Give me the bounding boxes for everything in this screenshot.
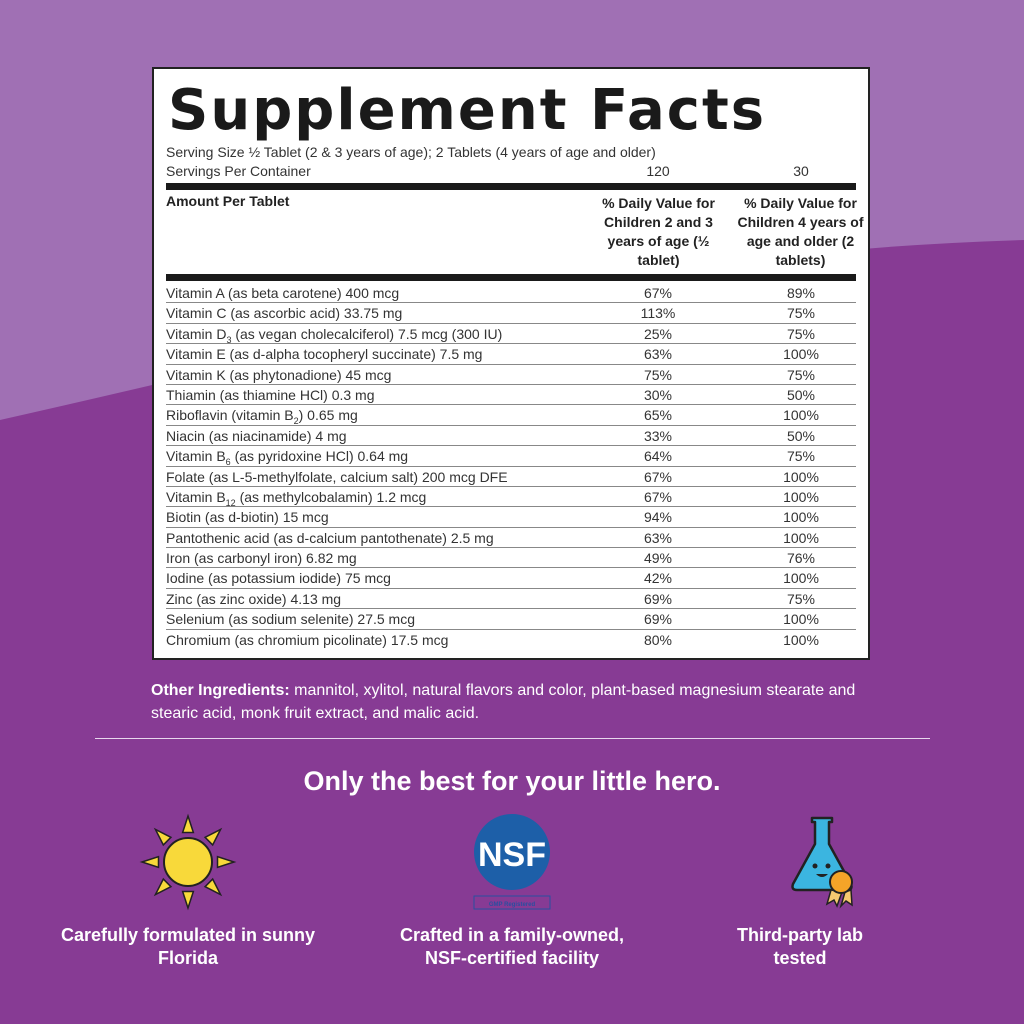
table-row: Thiamin (as thiamine HCl) 0.3 mg 30% 50% bbox=[166, 385, 856, 406]
nutrient-name: Chromium (as chromium picolinate) 17.5 m… bbox=[166, 631, 449, 648]
nsf-logo: NSF GMP Registered bbox=[473, 814, 551, 910]
dv-children-2-3: 42% bbox=[643, 570, 673, 587]
nutrient-name: Riboflavin (vitamin B2) 0.65 mg bbox=[166, 407, 358, 427]
dv-children-4-plus: 100% bbox=[783, 631, 819, 648]
nutrient-name: Vitamin K (as phytonadione) 45 mcg bbox=[166, 366, 392, 383]
dv-children-2-3: 25% bbox=[643, 325, 673, 342]
feature-lab-tested: Third-party lab tested bbox=[736, 925, 863, 968]
nutrient-name: Vitamin E (as d-alpha tocopheryl succina… bbox=[166, 346, 483, 363]
dv-children-2-3: 69% bbox=[643, 590, 673, 607]
nutrient-name: Pantothenic acid (as d-calcium pantothen… bbox=[166, 529, 494, 546]
dv-children-2-3: 113% bbox=[640, 305, 676, 322]
sun-ray bbox=[181, 890, 195, 911]
dv-children-4-plus: 100% bbox=[783, 529, 819, 546]
svg-text:GMP Registered: GMP Registered bbox=[489, 902, 536, 908]
nutrient-table: Vitamin A (as beta carotene) 400 mcg 67% 8… bbox=[166, 283, 856, 650]
feature-florida: Carefully formulated in sunny Florida bbox=[60, 925, 316, 968]
sun-ray bbox=[139, 855, 160, 869]
table-row: Chromium (as chromium picolinate) 17.5 m… bbox=[166, 630, 856, 650]
table-row: Vitamin B12 (as methylcobalamin) 1.2 mcg… bbox=[166, 487, 856, 508]
dv-children-4-plus: 100% bbox=[783, 346, 819, 363]
dv-children-2-3: 65% bbox=[643, 407, 673, 424]
dv-children-2-3: 63% bbox=[643, 346, 673, 363]
table-row: Selenium (as sodium selenite) 27.5 mcg 69… bbox=[166, 609, 856, 630]
dv-children-4-plus: 75% bbox=[786, 305, 816, 322]
table-row: Biotin (as d-biotin) 15 mcg 94% 100% bbox=[166, 507, 856, 528]
table-row: Niacin (as niacinamide) 4 mg 33% 50% bbox=[166, 426, 856, 447]
dv-children-4-plus: 100% bbox=[783, 570, 819, 587]
nutrient-name: Niacin (as niacinamide) 4 mg bbox=[166, 427, 347, 444]
nutrient-name: Selenium (as sodium selenite) 27.5 mcg bbox=[166, 611, 416, 628]
dv-children-4-plus: 75% bbox=[786, 325, 816, 342]
nutrient-name: Vitamin B6 (as pyridoxine HCl) 0.64 mg bbox=[166, 448, 409, 467]
table-row: Riboflavin (vitamin B2) 0.65 mg 65% 100% bbox=[166, 405, 856, 427]
table-row: Vitamin E (as d-alpha tocopheryl succina… bbox=[166, 344, 856, 365]
sun-ray bbox=[203, 827, 223, 847]
dv-children-4-plus: 100% bbox=[783, 488, 819, 505]
serving-size: Serving Size ½ Tablet (2 & 3 years of ag… bbox=[166, 144, 656, 160]
table-row: Vitamin B6 (as pyridoxine HCl) 0.64 mg 64… bbox=[166, 446, 856, 467]
dv-children-4-plus: 89% bbox=[786, 285, 816, 301]
sun-ray bbox=[181, 813, 195, 834]
dv-children-4-plus: 75% bbox=[786, 590, 816, 607]
nutrient-name: Zinc (as zinc oxide) 4.13 mg bbox=[166, 590, 342, 607]
svg-text:NSF: NSF bbox=[478, 836, 546, 874]
nutrient-name: Vitamin B12 (as methylcobalamin) 1.2 mcg bbox=[166, 488, 427, 508]
dv-children-4-plus: 76% bbox=[786, 550, 816, 567]
table-row: Iodine (as potassium iodide) 75 mcg 42% 10… bbox=[166, 568, 856, 589]
nutrient-name: Iodine (as potassium iodide) 75 mcg bbox=[166, 570, 391, 587]
dv-children-2-3: 49% bbox=[643, 550, 673, 567]
nutrient-name: Thiamin (as thiamine HCl) 0.3 mg bbox=[166, 386, 375, 403]
dv-children-2-3: 67% bbox=[643, 488, 673, 505]
supplement-facts-panel: Supplement Facts Serving Size ½ Tablet (… bbox=[152, 67, 870, 660]
nutrient-name: Vitamin C (as ascorbic acid) 33.75 mg bbox=[166, 305, 403, 322]
nutrient-name: Biotin (as d-biotin) 15 mcg bbox=[166, 509, 329, 526]
nutrient-name: Iron (as carbonyl iron) 6.82 mg bbox=[166, 550, 357, 567]
nutrient-name: Folate (as L-5-methylfolate, calcium sal… bbox=[166, 468, 508, 485]
table-row: Iron (as carbonyl iron) 6.82 mg 49% 76% bbox=[166, 548, 856, 569]
dv-children-4-plus: 50% bbox=[786, 427, 816, 444]
sun-ray bbox=[216, 855, 237, 869]
dv-children-2-3: 64% bbox=[643, 448, 673, 465]
dv-children-4-plus: 50% bbox=[786, 386, 816, 403]
table-row: Vitamin D3 (as vegan cholecalciferol) 7.… bbox=[166, 324, 856, 345]
table-row: Vitamin A (as beta carotene) 400 mcg 67% 8… bbox=[166, 283, 856, 304]
dv-children-2-3: 33% bbox=[643, 427, 673, 444]
nutrient-name: Vitamin D3 (as vegan cholecalciferol) 7.… bbox=[166, 325, 503, 345]
divider bbox=[166, 183, 856, 190]
panel-title: Supplement Facts bbox=[168, 78, 767, 143]
dv-children-2-3: 63% bbox=[643, 529, 673, 546]
sun-ray bbox=[153, 827, 173, 847]
dv-children-2-3: 67% bbox=[643, 468, 673, 485]
sun-ray bbox=[153, 877, 173, 897]
table-row: Zinc (as zinc oxide) 4.13 mg 69% 75% bbox=[166, 589, 856, 610]
servings-per-container: Servings Per Container 120 30 bbox=[166, 163, 809, 179]
divider bbox=[166, 274, 856, 281]
dv-children-4-plus: 75% bbox=[786, 366, 816, 383]
table-row: Pantothenic acid (as d-calcium pantothen… bbox=[166, 528, 856, 549]
table-header: Amount Per Tablet % Daily Value for Chil… bbox=[166, 193, 864, 268]
flask-icon bbox=[791, 816, 853, 909]
dv-children-4-plus: 100% bbox=[783, 611, 819, 628]
dv-children-2-3: 30% bbox=[643, 386, 673, 403]
dv-children-2-3: 80% bbox=[643, 631, 673, 648]
dv-children-2-3: 69% bbox=[643, 611, 673, 628]
sun-icon bbox=[139, 813, 237, 911]
dv-children-2-3: 94% bbox=[643, 509, 673, 526]
table-row: Vitamin K (as phytonadione) 45 mcg 75% 75% bbox=[166, 365, 856, 385]
dv-children-4-plus: 100% bbox=[783, 509, 819, 526]
dv-children-4-plus: 100% bbox=[783, 407, 819, 424]
dv-children-2-3: 75% bbox=[643, 366, 673, 383]
nutrient-name: Vitamin A (as beta carotene) 400 mcg bbox=[166, 285, 400, 301]
other-ingredients: Other Ingredients: mannitol, xylitol, na… bbox=[151, 682, 856, 722]
table-row: Folate (as L-5-methylfolate, calcium sal… bbox=[166, 467, 856, 487]
sun-ray bbox=[203, 877, 223, 897]
tagline: Only the best for your little hero. bbox=[303, 766, 721, 796]
dv-children-2-3: 67% bbox=[643, 285, 673, 301]
divider bbox=[95, 738, 930, 739]
dv-children-4-plus: 100% bbox=[783, 468, 819, 485]
table-row: Vitamin C (as ascorbic acid) 33.75 mg 113… bbox=[166, 303, 856, 324]
dv-children-4-plus: 75% bbox=[786, 448, 816, 465]
feature-nsf: Crafted in a family-owned, NSF-certified… bbox=[399, 925, 625, 968]
